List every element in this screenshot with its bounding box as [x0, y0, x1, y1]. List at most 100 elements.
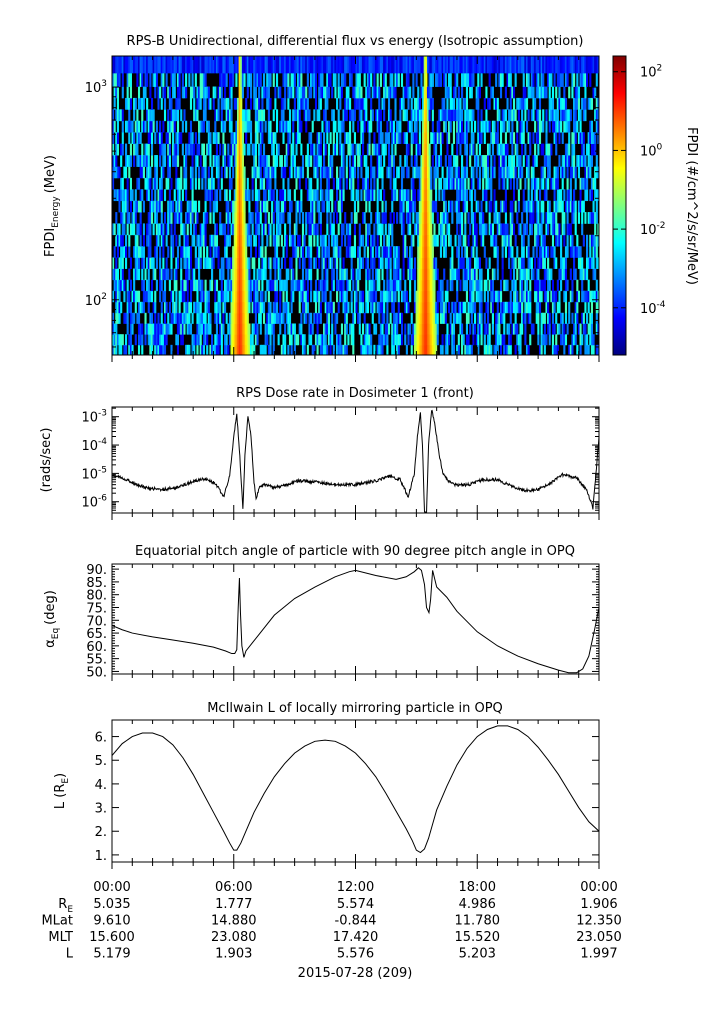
- spectrogram-cell: [519, 323, 522, 335]
- spectrogram-cell: [327, 166, 331, 179]
- spectrogram-cell: [381, 143, 384, 156]
- spectrogram-cell: [131, 323, 134, 335]
- spectrogram-cell: [308, 86, 311, 99]
- spectrogram-cell: [256, 301, 259, 314]
- spectrogram-cell: [386, 279, 389, 292]
- spectrogram-cell: [522, 257, 525, 269]
- spectrogram-cell: [595, 323, 598, 335]
- spectrogram-cell: [168, 97, 171, 110]
- spectrogram-cell: [194, 246, 197, 258]
- spectrogram-cell: [456, 166, 459, 179]
- spectrogram-cell: [310, 334, 313, 346]
- spectrogram-cell: [452, 344, 456, 355]
- spectrogram-cell: [308, 132, 311, 144]
- spectrogram-cell: [563, 109, 566, 122]
- spectrogram-cell: [230, 86, 233, 99]
- spectrogram-cell: [186, 268, 189, 281]
- spectrogram-cell: [128, 166, 131, 179]
- spectrogram-cell: [337, 279, 340, 292]
- spectrogram-cell: [233, 290, 236, 303]
- spectrogram-cell: [262, 56, 266, 74]
- spectrogram-cell: [456, 344, 459, 355]
- spectrogram-cell: [568, 223, 571, 236]
- spectrogram-cell: [323, 132, 326, 144]
- spectrogram-cell: [258, 155, 261, 167]
- spectrogram-cell: [482, 212, 485, 224]
- spectrogram-cell: [457, 177, 460, 190]
- spectrogram-cell: [173, 72, 176, 87]
- spectrogram-cell: [514, 72, 517, 87]
- spectrogram-cell: [284, 166, 287, 179]
- spectrogram-cell: [422, 323, 425, 335]
- spectrogram-cell: [525, 223, 529, 236]
- spectrogram-cell: [594, 268, 597, 281]
- spectrogram-cell: [159, 189, 162, 202]
- spectrogram-cell: [493, 290, 496, 303]
- spectrogram-cell: [425, 189, 428, 202]
- spectrogram-cell: [241, 212, 244, 224]
- spectrogram-cell: [188, 212, 191, 224]
- spectrogram-cell: [381, 56, 384, 74]
- spectrogram-cell: [508, 334, 511, 346]
- spectrogram-cell: [134, 257, 137, 269]
- spectrogram-cell: [228, 312, 231, 324]
- spectrogram-cell: [207, 177, 210, 190]
- spectrogram-cell: [118, 200, 121, 213]
- spectrogram-cell: [337, 301, 340, 314]
- spectrogram-cell: [142, 97, 145, 110]
- spectrogram-cell: [204, 323, 207, 335]
- spectrogram-cell: [313, 155, 316, 167]
- spectrogram-cell: [529, 143, 532, 156]
- spectrogram-cell: [176, 212, 180, 224]
- spectrogram-cell: [472, 109, 475, 122]
- spectrogram-cell: [248, 301, 251, 314]
- spectrogram-cell: [581, 72, 584, 87]
- spectrogram-cell: [524, 301, 527, 314]
- spectrogram-cell: [439, 109, 443, 122]
- spectrogram-cell: [160, 268, 163, 281]
- spectrogram-cell: [387, 56, 391, 74]
- spectrogram-cell: [159, 268, 162, 281]
- spectrogram-cell: [240, 189, 243, 202]
- spectrogram-cell: [461, 257, 464, 269]
- spectrogram-cell: [293, 344, 296, 355]
- spectrogram-cell: [589, 334, 592, 346]
- spectrogram-cell: [441, 301, 444, 314]
- spectrogram-cell: [287, 143, 290, 156]
- spectrogram-cell: [370, 109, 373, 122]
- spectrogram-cell: [542, 234, 545, 247]
- spectrogram-cell: [176, 143, 180, 156]
- spectrogram-cell: [524, 56, 527, 74]
- spectrogram-cell: [472, 223, 475, 236]
- spectrogram-cell: [477, 97, 480, 110]
- spectrogram-cell: [407, 200, 410, 213]
- spectrogram-cell: [358, 290, 361, 303]
- spectrogram-cell: [423, 212, 426, 224]
- spectrogram-cell: [516, 132, 519, 144]
- spectrogram-cell: [480, 234, 483, 247]
- spectrogram-cell: [150, 257, 154, 269]
- spectrogram-cell: [402, 56, 405, 74]
- spectrogram-cell: [243, 312, 246, 324]
- spectrogram-cell: [548, 312, 551, 324]
- spectrogram-cell: [118, 234, 121, 247]
- spectrogram-cell: [134, 200, 137, 213]
- spectrogram-cell: [141, 246, 144, 258]
- spectrogram-cell: [170, 177, 173, 190]
- spectrogram-cell: [425, 323, 428, 335]
- spectrogram-cell: [256, 200, 259, 213]
- spectrogram-cell: [326, 223, 329, 236]
- spectrogram-cell: [521, 268, 524, 281]
- spectrogram-cell: [443, 97, 446, 110]
- spectrogram-cell: [267, 72, 270, 87]
- spectrogram-cell: [428, 246, 431, 258]
- spectrogram-cell: [316, 223, 319, 236]
- spectrogram-cell: [305, 223, 308, 236]
- spectrogram-cell: [147, 132, 150, 144]
- spectrogram-cell: [245, 56, 248, 74]
- spectrogram-cell: [469, 72, 472, 87]
- spectrogram-cell: [477, 155, 480, 167]
- spectrogram-cell: [480, 312, 483, 324]
- spectrogram-cell: [347, 56, 350, 74]
- spectrogram-cell: [511, 109, 514, 122]
